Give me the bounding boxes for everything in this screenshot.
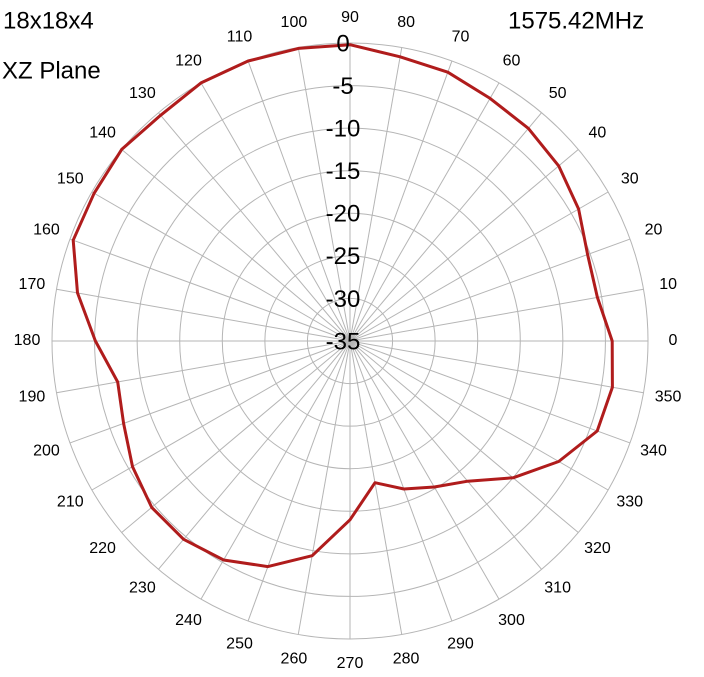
annotation: 1575.42MHz <box>508 7 644 34</box>
grid-spoke <box>200 340 351 600</box>
theta-tick-label: 0 <box>669 332 678 349</box>
grid-spoke <box>91 191 351 342</box>
grid-ring <box>306 297 394 385</box>
grid-spoke <box>349 340 403 635</box>
grid-spoke <box>69 340 351 444</box>
theta-tick-label: 220 <box>89 540 116 557</box>
grid-spoke <box>349 191 609 342</box>
theta-tick-label: 110 <box>227 29 253 46</box>
theta-tick-label: 330 <box>616 494 643 511</box>
grid-spoke <box>349 82 500 342</box>
grid-ring <box>51 42 649 640</box>
grid-spoke <box>349 47 403 342</box>
theta-tick-label: 30 <box>621 171 639 188</box>
theta-tick-label: 250 <box>226 636 253 653</box>
annotation: 18x18x4 <box>3 7 94 34</box>
grid-spoke <box>349 60 453 342</box>
r-tick-label: -35 <box>326 328 361 355</box>
grid-spoke <box>349 340 500 600</box>
grid-spoke <box>158 112 351 342</box>
grid-spoke <box>247 60 351 342</box>
grid-ring <box>221 212 479 470</box>
grid-spoke <box>121 149 351 342</box>
grid-spoke <box>69 238 351 342</box>
theta-tick-label: 140 <box>89 125 116 142</box>
pattern-line <box>71 43 614 569</box>
grid-spoke <box>349 340 579 533</box>
theta-tick-label: 90 <box>341 9 359 26</box>
grid-ring <box>264 255 436 427</box>
theta-tick-label: 310 <box>544 580 571 597</box>
theta-tick-label: 350 <box>655 388 682 405</box>
theta-tick-label: 150 <box>57 171 84 188</box>
theta-tick-label: 170 <box>19 276 46 293</box>
theta-tick-label: 270 <box>337 655 364 672</box>
grid-ring <box>136 127 564 555</box>
r-tick-label: -30 <box>326 286 361 313</box>
r-tick-label: -15 <box>326 158 361 185</box>
grid-spoke <box>158 340 351 570</box>
theta-tick-label: 20 <box>645 222 663 239</box>
grid-spoke <box>349 112 542 342</box>
annotation: XZ Plane <box>2 57 101 84</box>
grid-spoke <box>200 82 351 342</box>
theta-tick-label: 340 <box>640 443 667 460</box>
theta-tick-label: 230 <box>129 580 156 597</box>
grid-spoke <box>349 149 579 342</box>
grid-ring <box>179 170 521 512</box>
r-tick-label: -20 <box>326 201 361 228</box>
grid-spoke <box>56 340 351 394</box>
r-tick-label: 0 <box>336 30 349 57</box>
theta-tick-label: 280 <box>393 650 420 667</box>
grid-spoke <box>349 288 644 342</box>
grid-spoke <box>247 340 351 622</box>
theta-tick-label: 290 <box>447 636 474 653</box>
theta-tick-label: 80 <box>397 14 415 31</box>
grid-spoke <box>91 340 351 491</box>
grid-spoke <box>349 340 542 570</box>
grid-spoke <box>297 47 351 342</box>
r-tick-label: -25 <box>326 243 361 270</box>
r-tick-label: -10 <box>326 115 361 142</box>
theta-tick-label: 40 <box>589 125 607 142</box>
grid-spoke <box>56 288 351 342</box>
theta-tick-label: 320 <box>584 540 611 557</box>
theta-tick-label: 120 <box>175 52 202 69</box>
theta-tick-label: 160 <box>33 222 60 239</box>
grid-spoke <box>297 340 351 635</box>
grid-spoke <box>121 340 351 533</box>
theta-tick-label: 180 <box>14 332 41 349</box>
grid-spoke <box>349 340 453 622</box>
theta-tick-label: 100 <box>281 14 308 31</box>
theta-tick-label: 190 <box>19 388 46 405</box>
theta-tick-label: 50 <box>549 85 567 102</box>
grid-spoke <box>349 238 631 342</box>
grid-spoke <box>349 340 631 444</box>
theta-tick-label: 70 <box>452 29 470 46</box>
theta-tick-label: 200 <box>33 443 60 460</box>
theta-tick-label: 240 <box>175 612 202 629</box>
theta-tick-label: 210 <box>57 494 84 511</box>
theta-tick-label: 300 <box>498 612 525 629</box>
r-tick-label: -5 <box>332 73 353 100</box>
theta-tick-label: 130 <box>129 85 156 102</box>
grid-spoke <box>349 340 609 491</box>
theta-tick-label: 10 <box>659 276 677 293</box>
theta-tick-label: 260 <box>281 650 308 667</box>
grid-spoke <box>349 340 644 394</box>
theta-tick-label: 60 <box>503 52 521 69</box>
